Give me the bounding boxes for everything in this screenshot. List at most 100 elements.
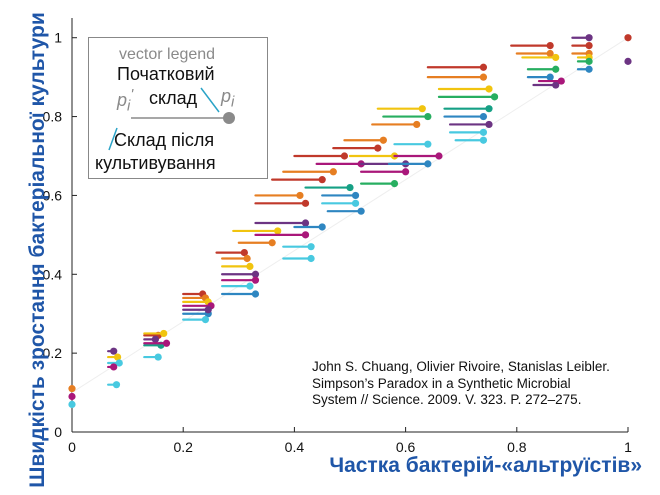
data-point [318, 223, 326, 231]
data-point [68, 400, 76, 408]
data-point [485, 120, 493, 129]
x-axis-label: Частка бактерій-«альтруїстів» [329, 454, 642, 477]
x-tick-label: 0.6 [396, 439, 416, 455]
data-point [68, 392, 76, 401]
legend-pointer-final [108, 127, 118, 151]
data-point [479, 136, 488, 144]
data-point [418, 105, 426, 113]
data-point [479, 112, 488, 121]
data-point [552, 81, 560, 89]
data-point [274, 227, 282, 235]
citation-line: Simpson’s Paradox in a Synthetic Microbi… [312, 375, 571, 391]
legend-vector-dot [223, 112, 235, 124]
y-tick-label: 1 [54, 30, 62, 46]
data-point [585, 65, 593, 73]
data-point [424, 160, 432, 168]
data-marks [68, 34, 632, 408]
data-point [552, 53, 560, 62]
data-point [301, 231, 310, 239]
x-tick-label: 1 [624, 439, 632, 455]
data-point [435, 152, 443, 160]
y-tick-label: 0.6 [43, 187, 63, 203]
data-point [301, 199, 310, 207]
x-tick-label: 0.4 [285, 439, 305, 455]
data-point [546, 73, 554, 81]
data-point [112, 381, 121, 389]
data-point [251, 290, 260, 298]
legend-initial-label-line2: склад [149, 88, 198, 108]
data-point [160, 329, 168, 338]
data-point [624, 57, 632, 65]
x-tick-label: 0.2 [173, 439, 193, 455]
data-point [296, 191, 304, 200]
citation: John S. Chuang, Olivier Rivoire, Stanisl… [312, 359, 652, 409]
legend-pointer-initial [200, 87, 220, 113]
data-point [485, 105, 493, 113]
y-tick-label: 0.8 [43, 109, 63, 125]
data-point [307, 254, 315, 263]
legend-final-label-line2: культивування [95, 153, 216, 173]
data-point [624, 34, 632, 42]
data-point [402, 168, 410, 176]
data-point [479, 73, 488, 81]
data-point [162, 339, 171, 347]
data-point [546, 49, 554, 58]
data-point [301, 219, 310, 227]
vector-legend: vector legend Початковий pi' склад pi Ск… [88, 37, 268, 179]
data-point [479, 63, 488, 71]
data-point [246, 262, 254, 270]
citation-line: System // Science. 2009. V. 323. P. 272–… [312, 392, 582, 407]
data-point [390, 180, 399, 188]
data-point [201, 316, 210, 324]
data-point [413, 120, 421, 129]
data-point [318, 176, 326, 184]
data-point [68, 385, 76, 393]
data-point [351, 199, 360, 207]
data-point [110, 347, 118, 355]
data-point [240, 249, 248, 257]
data-point [485, 85, 493, 93]
legend-title: vector legend [119, 46, 216, 63]
data-point [246, 282, 254, 290]
data-point [154, 353, 162, 361]
legend-initial-label-line1: Початковий [117, 64, 215, 84]
data-point [268, 239, 276, 247]
y-tick-label: 0 [54, 424, 62, 440]
data-point [585, 57, 593, 65]
legend-graphic [108, 87, 235, 151]
data-point [251, 270, 260, 278]
data-point [346, 183, 354, 192]
data-point [243, 254, 251, 263]
data-point [552, 65, 560, 73]
data-point [113, 353, 122, 361]
data-point [557, 77, 565, 85]
data-point [151, 335, 159, 343]
x-tick-label: 0 [68, 439, 76, 455]
data-point [329, 168, 337, 176]
data-point [424, 112, 432, 121]
data-point [357, 207, 365, 215]
data-point [204, 306, 212, 314]
data-point [110, 363, 118, 371]
data-point [546, 42, 554, 50]
data-point [479, 128, 488, 136]
data-point [585, 42, 593, 50]
data-point [585, 34, 593, 42]
data-point [307, 243, 315, 251]
y-tick-label: 0.2 [43, 345, 63, 361]
data-point [374, 144, 382, 152]
data-point [490, 93, 499, 101]
y-tick-label: 0.4 [43, 266, 63, 282]
data-point [251, 276, 260, 284]
legend-final-symbol: pi [221, 86, 235, 111]
data-point [351, 191, 360, 200]
legend-initial-symbol: pi' [117, 86, 134, 115]
data-point [424, 140, 432, 148]
data-point [379, 136, 387, 144]
x-tick-label: 0.8 [507, 439, 527, 455]
citation-line: John S. Chuang, Olivier Rivoire, Stanisl… [312, 359, 610, 374]
data-point [340, 152, 349, 160]
data-point [115, 359, 123, 367]
legend-final-label-line1: Склад після [114, 130, 215, 150]
